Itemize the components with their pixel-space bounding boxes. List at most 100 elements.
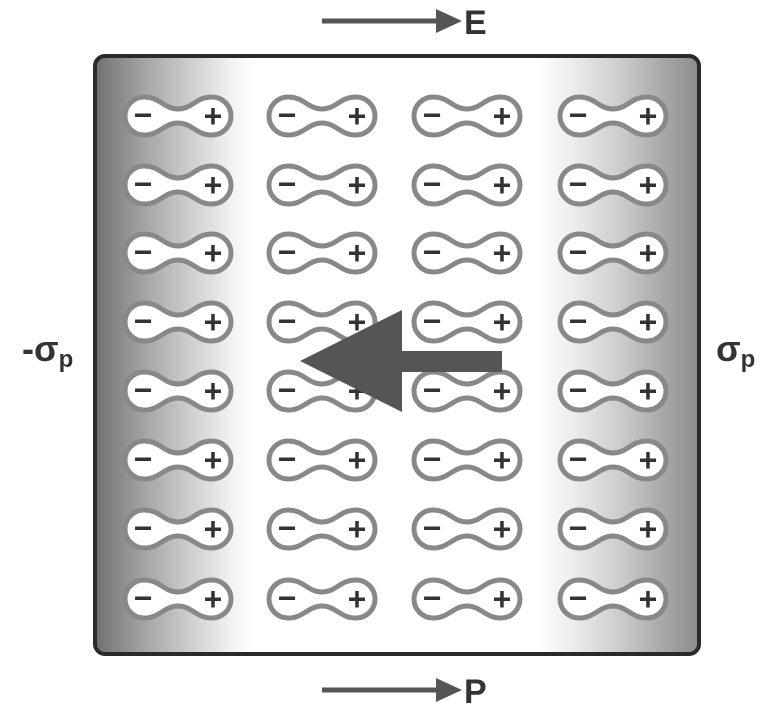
dipole-outline xyxy=(411,438,523,482)
dipole-negative-sign: − xyxy=(569,510,588,546)
dipole-outline xyxy=(411,163,523,207)
dipole: − + xyxy=(557,300,669,344)
dipole-outline xyxy=(266,231,378,275)
dipole: − + xyxy=(122,231,234,275)
dipole-positive-sign: + xyxy=(204,581,223,617)
dipole-negative-sign: − xyxy=(423,372,442,408)
internal-field-arrow xyxy=(300,310,502,412)
dipole-outline xyxy=(122,507,234,551)
dipole-outline xyxy=(557,300,669,344)
polarization-arrow-head xyxy=(436,678,462,702)
dipole-outline xyxy=(411,369,523,413)
dipole-negative-sign: − xyxy=(278,97,297,133)
dipole-negative-sign: − xyxy=(423,166,442,202)
dipole-negative-sign: − xyxy=(134,441,153,477)
dipole-positive-sign: + xyxy=(493,304,512,340)
dipole-outline xyxy=(557,438,669,482)
dipole-negative-sign: − xyxy=(278,372,297,408)
dipole: − + xyxy=(122,163,234,207)
right-surface-charge-label: σp xyxy=(716,328,755,373)
dipole-outline xyxy=(557,163,669,207)
dipole: − + xyxy=(557,438,669,482)
dipole-positive-sign: + xyxy=(204,304,223,340)
dipole-outline xyxy=(122,300,234,344)
dipole: − + xyxy=(411,231,523,275)
dipole-positive-sign: + xyxy=(639,511,658,547)
dipole: − + xyxy=(122,369,234,413)
dipole-negative-sign: − xyxy=(278,166,297,202)
dipole-positive-sign: + xyxy=(348,511,367,547)
dipole-outline xyxy=(122,577,234,621)
dipole-outline xyxy=(557,231,669,275)
dipole-outline xyxy=(557,369,669,413)
dipole-negative-sign: − xyxy=(569,97,588,133)
dipole-positive-sign: + xyxy=(204,167,223,203)
dipole: − + xyxy=(266,163,378,207)
dipole-outline xyxy=(266,507,378,551)
dipole: − + xyxy=(266,231,378,275)
dipole-outline xyxy=(122,163,234,207)
dipole-outline xyxy=(122,94,234,138)
dipole-positive-sign: + xyxy=(493,235,512,271)
dipole-negative-sign: − xyxy=(569,580,588,616)
dipole-negative-sign: − xyxy=(569,234,588,270)
dipole-positive-sign: + xyxy=(639,235,658,271)
dipole: − + xyxy=(411,438,523,482)
dipole-positive-sign: + xyxy=(493,511,512,547)
dipole-positive-sign: + xyxy=(348,167,367,203)
electric-field-indicator: E xyxy=(322,4,487,42)
dipole: − + xyxy=(122,507,234,551)
dipole-positive-sign: + xyxy=(204,442,223,478)
dipole: − + xyxy=(266,507,378,551)
dipole-negative-sign: − xyxy=(278,441,297,477)
dipole-positive-sign: + xyxy=(348,98,367,134)
dipole: − + xyxy=(266,438,378,482)
polarization-label: P xyxy=(464,673,487,711)
dipole-positive-sign: + xyxy=(493,373,512,409)
dipole-outline xyxy=(411,231,523,275)
dipole-negative-sign: − xyxy=(278,234,297,270)
dipole-negative-sign: − xyxy=(423,97,442,133)
dipole: − + xyxy=(411,163,523,207)
dipole-outline xyxy=(557,94,669,138)
dipole-negative-sign: − xyxy=(134,97,153,133)
electric-field-arrow-head xyxy=(436,9,462,33)
dipole: − + xyxy=(411,94,523,138)
dipole-positive-sign: + xyxy=(639,442,658,478)
left-surface-charge-label: -σp xyxy=(22,328,73,373)
dipole-negative-sign: − xyxy=(134,234,153,270)
dipole-positive-sign: + xyxy=(639,167,658,203)
left-charge-symbol: -σ xyxy=(22,328,59,369)
dipole: − + xyxy=(122,438,234,482)
dipole-negative-sign: − xyxy=(278,303,297,339)
dipole-outline xyxy=(266,577,378,621)
dipole-negative-sign: − xyxy=(423,510,442,546)
dipole: − + xyxy=(266,94,378,138)
dipole-grid: − + − + − + − +− + − + − + − +− + − + − + − +− + − + − + − +− + − + − + − +… xyxy=(122,94,669,621)
dipole-negative-sign: − xyxy=(134,372,153,408)
dipole-positive-sign: + xyxy=(639,98,658,134)
dipole-positive-sign: + xyxy=(348,581,367,617)
dipole-positive-sign: + xyxy=(204,373,223,409)
dipole-negative-sign: − xyxy=(569,166,588,202)
dipole-negative-sign: − xyxy=(423,441,442,477)
dipole: − + xyxy=(266,577,378,621)
dipole-negative-sign: − xyxy=(423,303,442,339)
dipole-outline xyxy=(266,438,378,482)
dipole: − + xyxy=(557,369,669,413)
dipole-positive-sign: + xyxy=(493,581,512,617)
dipole-outline xyxy=(411,94,523,138)
dipole-negative-sign: − xyxy=(423,580,442,616)
dipole-negative-sign: − xyxy=(569,372,588,408)
left-charge-subscript: p xyxy=(59,346,74,373)
dipole: − + xyxy=(557,94,669,138)
dipole-outline xyxy=(266,94,378,138)
dipole: − + xyxy=(411,507,523,551)
dipole: − + xyxy=(122,577,234,621)
dipole: − + xyxy=(557,577,669,621)
dipole-positive-sign: + xyxy=(493,167,512,203)
dipole-positive-sign: + xyxy=(204,511,223,547)
dipole: − + xyxy=(122,94,234,138)
dipole-positive-sign: + xyxy=(493,98,512,134)
